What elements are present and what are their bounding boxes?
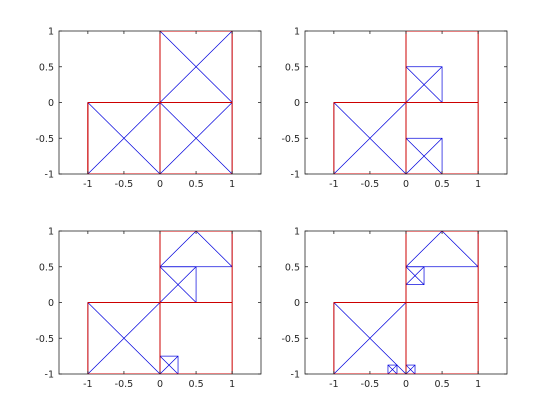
y-tick-label: 1: [48, 27, 54, 38]
x-tick-label: -0.5: [361, 379, 380, 390]
mesh-diagonal: [405, 266, 425, 285]
mesh-diagonal: [333, 302, 407, 374]
x-tick-label: 0.5: [189, 179, 204, 190]
mesh-diagonal: [159, 355, 179, 374]
mesh-diagonal: [195, 231, 233, 267]
x-tick-label: 1: [475, 179, 481, 190]
plot-area: [333, 31, 479, 174]
y-tick-label: -0.5: [35, 134, 54, 145]
mesh-diagonal: [159, 266, 197, 303]
mesh-cell: [405, 231, 479, 268]
x-tick-label: -1: [329, 179, 338, 190]
mesh-diagonal: [159, 231, 197, 267]
y-tick-label: 0: [48, 298, 54, 309]
x-tick-label: 1: [475, 379, 481, 390]
x-tick-label: -0.5: [115, 179, 134, 190]
x-tick-label: 0: [403, 179, 409, 190]
axes-panel-4: -1 -0.5 0 0.5 1 -1 -0.5 0 0.5 1: [281, 227, 508, 390]
mesh-diagonal: [441, 231, 479, 267]
y-tick-label: 0.5: [285, 262, 300, 273]
mesh-diagonal: [87, 302, 161, 374]
mesh-diagonal: [405, 66, 443, 103]
y-tick-label: -0.5: [35, 334, 54, 345]
y-tick-label: 0.5: [39, 62, 54, 73]
y-tick-label: -1: [291, 370, 300, 381]
mesh-diagonal: [87, 102, 161, 174]
x-tick-label: -1: [83, 379, 92, 390]
mesh-diagonal: [159, 31, 233, 103]
x-tick-label: 0.5: [189, 379, 204, 390]
y-tick-label: 0.5: [39, 262, 54, 273]
x-tick-label: -1: [83, 179, 92, 190]
y-tick-label: 0: [294, 98, 300, 109]
y-tick-label: -1: [45, 170, 54, 181]
y-tick-label: -0.5: [281, 334, 300, 345]
y-tick-label: -0.5: [281, 134, 300, 145]
y-tick-label: 0: [48, 98, 54, 109]
axes-panel-3: -1 -0.5 0 0.5 1 -1 -0.5 0 0.5 1: [35, 227, 262, 390]
x-tick-label: 0.5: [435, 179, 450, 190]
mesh-diagonal: [387, 364, 398, 374]
x-tick-label: 1: [229, 379, 235, 390]
x-tick-label: 0: [403, 379, 409, 390]
y-tick-label: 0.5: [285, 62, 300, 73]
mesh-diagonal: [405, 364, 416, 374]
x-tick-label: -0.5: [115, 379, 134, 390]
y-tick-label: 1: [48, 227, 54, 238]
y-tick-label: -1: [45, 370, 54, 381]
x-tick-label: -1: [329, 379, 338, 390]
x-tick-label: 0: [157, 379, 163, 390]
plot-area: [333, 231, 479, 374]
y-tick-label: 1: [294, 27, 300, 38]
axes-panel-1: -1 -0.5 0 0.5 1 -1 -0.5 0 0.5 1: [35, 27, 262, 190]
mesh-diagonal: [405, 138, 443, 174]
plot-area: [87, 31, 233, 174]
y-tick-label: -1: [291, 170, 300, 181]
x-tick-label: 0.5: [435, 379, 450, 390]
mesh-diagonal: [159, 102, 233, 174]
x-tick-label: 0: [157, 179, 163, 190]
plot-area: [87, 231, 233, 374]
y-tick-label: 0: [294, 298, 300, 309]
mesh-cell: [387, 364, 398, 374]
y-tick-label: 1: [294, 227, 300, 238]
x-tick-label: 1: [229, 179, 235, 190]
x-tick-label: -0.5: [361, 179, 380, 190]
mesh-diagonal: [333, 102, 407, 174]
mesh-diagonal: [405, 231, 443, 267]
axes-panel-2: -1 -0.5 0 0.5 1 -1 -0.5 0 0.5 1: [281, 27, 508, 190]
